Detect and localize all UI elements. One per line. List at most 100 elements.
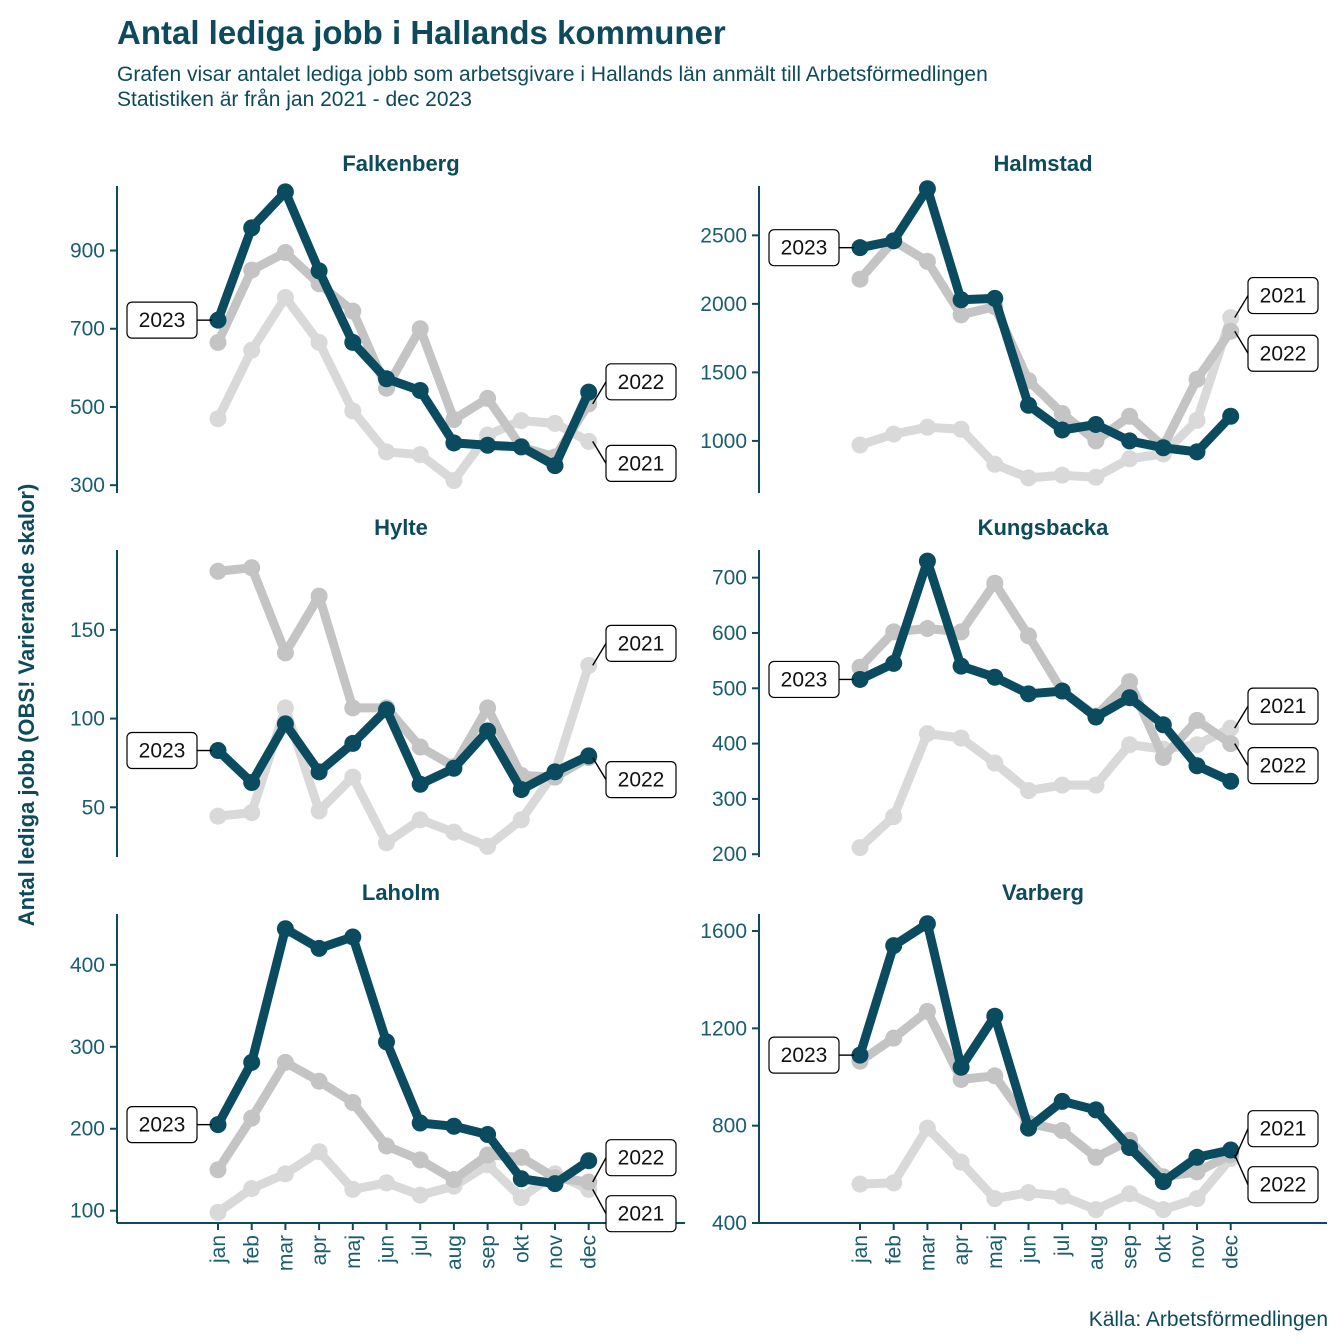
y-tick-label: 300 [70, 474, 105, 497]
data-point-2022-jan [851, 270, 869, 288]
data-point-2023-dec [1222, 407, 1240, 425]
data-point-2021-feb [885, 1174, 903, 1192]
data-point-2023-jul [1053, 421, 1071, 439]
data-point-2021-apr [952, 1153, 970, 1171]
label-box [768, 660, 840, 699]
data-point-2023-apr [310, 262, 328, 280]
data-point-2021-mar [918, 725, 936, 743]
data-point-2023-mar [918, 915, 936, 933]
label-box [126, 301, 198, 339]
y-tick-label: 2500 [700, 224, 747, 247]
data-point-2021-dec [1222, 719, 1240, 737]
data-point-2022-jul [411, 320, 429, 338]
data-point-2021-dec [580, 432, 598, 450]
facet-falkenberg: Falkenberg 300 500 700 900 2023 2022 2021 [70, 151, 677, 497]
data-point-2023-mar [276, 920, 294, 938]
year-label-2023: 2023 [126, 731, 212, 770]
data-point-2021-mar [918, 1119, 936, 1137]
data-point-2021-maj [986, 1190, 1004, 1208]
chart-subtitle-line1: Grafen visar antalet lediga jobb som arb… [117, 63, 988, 86]
data-point-2021-jun [1020, 469, 1037, 487]
data-point-2022-maj [344, 302, 362, 320]
data-point-2021-aug [1087, 776, 1105, 794]
data-point-2021-sep [479, 837, 497, 855]
data-point-2021-feb [885, 425, 903, 443]
year-label-2022: 2022 [1234, 1154, 1319, 1204]
data-point-2021-jul [411, 1186, 429, 1204]
data-point-2023-apr [952, 291, 970, 309]
data-point-2022-apr [952, 1070, 970, 1088]
data-point-2021-jan [851, 839, 869, 857]
series-2022-hylte [209, 559, 598, 786]
x-tick-label-jun: jun [1018, 1235, 1041, 1264]
label-text: 2022 [1260, 342, 1307, 365]
data-point-2021-sep [1121, 1185, 1139, 1203]
year-label-2023: 2023 [126, 1106, 212, 1144]
data-point-2021-mar [276, 699, 294, 717]
data-point-2023-feb [885, 232, 903, 250]
facet-varberg: Varberg 400 800 1200 1600 jan feb mar apr maj jun j… [700, 880, 1327, 1271]
data-point-2021-feb [243, 1180, 261, 1198]
y-tick-label: 400 [70, 954, 105, 977]
label-leader [592, 642, 607, 666]
y-tick-label: 500 [712, 677, 747, 700]
data-point-2021-mar [918, 418, 936, 436]
x-tick-label-aug: aug [1085, 1235, 1108, 1270]
chart-title: Antal lediga jobb i Hallands kommuner [117, 14, 726, 51]
data-point-2021-maj [986, 455, 1004, 473]
x-tick-label-maj: maj [984, 1235, 1007, 1269]
facet-halmstad: Halmstad 1000 1500 2000 2500 2023 2021 2022 [700, 151, 1319, 493]
data-point-2022-jul [1053, 1122, 1071, 1140]
data-point-2022-sep [1121, 407, 1139, 425]
data-point-2021-jul [1053, 466, 1071, 484]
data-point-2022-maj [344, 699, 362, 717]
data-point-2022-mar [276, 644, 294, 662]
data-point-2021-apr [310, 802, 328, 820]
data-point-2023-feb [885, 937, 903, 955]
x-tick-label-dec: dec [578, 1235, 601, 1269]
year-label-2021: 2021 [592, 441, 677, 482]
data-point-2022-mar [918, 252, 936, 270]
data-point-2023-nov [546, 457, 564, 475]
data-point-2023-jul [411, 1114, 429, 1132]
year-label-2021: 2021 [1234, 687, 1319, 729]
data-point-2021-jan [209, 807, 227, 825]
x-tick-label-maj: maj [342, 1235, 365, 1269]
data-point-2021-jul [411, 811, 429, 829]
label-box [605, 363, 677, 401]
label-text: 2022 [618, 1147, 665, 1170]
data-point-2023-maj [344, 734, 362, 752]
data-point-2023-aug [445, 759, 463, 777]
data-point-2023-jun [1020, 396, 1037, 414]
data-point-2021-apr [310, 1143, 328, 1161]
data-point-2022-okt [1154, 748, 1172, 766]
label-box [605, 761, 677, 799]
label-leader [1234, 330, 1249, 354]
series-line-2023 [213, 924, 594, 1189]
data-point-2021-maj [344, 768, 362, 786]
x-tick-label-jul: jul [1051, 1235, 1074, 1257]
label-box [1247, 334, 1319, 372]
data-point-2021-jan [851, 436, 869, 454]
data-point-2021-sep [1121, 736, 1139, 754]
data-point-2022-dec [580, 1173, 598, 1191]
data-point-2021-mar [276, 288, 294, 306]
data-point-2023-jan [851, 670, 869, 688]
label-text: 2021 [618, 1203, 665, 1226]
x-tick-label-okt: okt [1152, 1235, 1175, 1263]
data-point-2023-mar [276, 183, 294, 201]
data-point-2021-okt [512, 412, 530, 430]
data-point-2023-jun [378, 701, 395, 719]
year-label-2023: 2023 [126, 301, 212, 339]
data-point-2023-sep [1121, 689, 1139, 707]
data-point-2021-maj [344, 1180, 362, 1198]
label-box [126, 1106, 198, 1144]
data-point-2023-aug [1087, 1101, 1105, 1119]
data-point-2021-sep [1121, 450, 1139, 468]
data-point-2023-jul [1053, 682, 1071, 700]
label-text: 2022 [1260, 755, 1307, 778]
data-point-2023-dec [580, 1152, 598, 1170]
label-box [768, 229, 840, 267]
data-point-2023-aug [1087, 708, 1105, 726]
y-tick-label: 200 [70, 1118, 105, 1141]
